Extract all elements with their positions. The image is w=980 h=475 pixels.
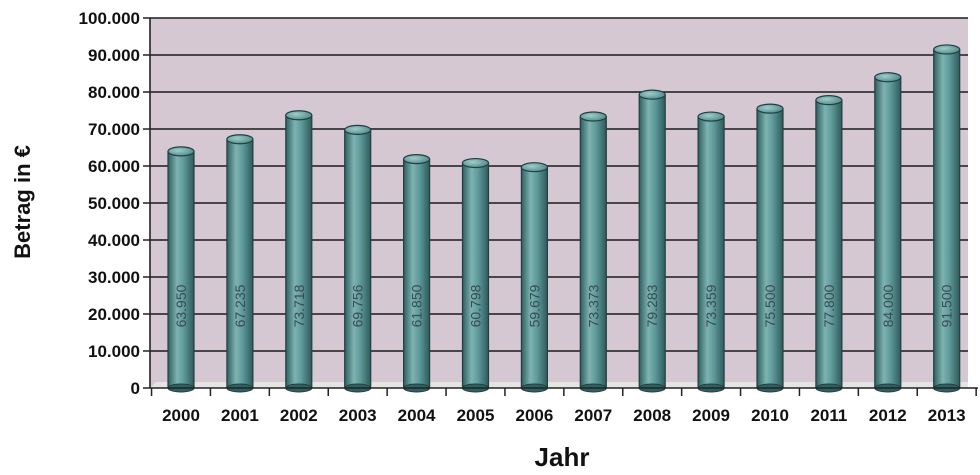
data-label: 61.850 <box>409 284 425 327</box>
bar: 63.950 <box>167 146 195 393</box>
data-label: 73.718 <box>291 284 307 327</box>
bar-cap <box>579 111 607 122</box>
x-tick-label: 2012 <box>869 406 907 425</box>
bar-body <box>874 76 902 389</box>
data-label: 79.283 <box>644 284 660 327</box>
data-label: 69.756 <box>350 284 366 327</box>
y-tick-label: 40.000 <box>88 231 140 250</box>
y-tick-label: 20.000 <box>88 305 140 324</box>
data-label: 84.000 <box>880 284 896 327</box>
bar: 61.850 <box>403 154 431 393</box>
bar-body <box>403 158 431 389</box>
y-tick-label: 70.000 <box>88 120 140 139</box>
data-label: 73.359 <box>703 284 719 327</box>
data-label: 60.798 <box>468 284 484 327</box>
bar: 79.283 <box>638 89 666 393</box>
bar-cap <box>638 89 666 100</box>
x-tick-label: 2009 <box>692 406 730 425</box>
y-tick-label: 80.000 <box>88 83 140 102</box>
data-label: 73.373 <box>585 284 601 327</box>
plot-floor <box>150 382 968 388</box>
axes <box>143 17 978 396</box>
bar-cap <box>403 154 431 165</box>
x-tick-label: 2003 <box>339 406 377 425</box>
x-tick-label: 2004 <box>398 406 436 425</box>
data-label: 59.679 <box>526 284 542 327</box>
bar: 69.756 <box>344 124 372 393</box>
x-tick-label: 2002 <box>280 406 318 425</box>
bar-cap <box>933 44 961 55</box>
bar: 73.373 <box>579 111 607 393</box>
bar: 77.800 <box>815 95 843 393</box>
bar-body <box>697 115 725 389</box>
bar: 60.798 <box>461 157 490 393</box>
bar: 73.359 <box>697 111 725 393</box>
x-tick-label: 2007 <box>574 406 612 425</box>
data-label: 77.800 <box>821 284 837 327</box>
bar-body <box>285 114 313 389</box>
bar-body <box>520 166 549 389</box>
x-tick-label: 2005 <box>457 406 495 425</box>
bar-body <box>461 162 490 389</box>
bar: 75.500 <box>756 103 784 393</box>
x-tick-label: 2013 <box>928 406 966 425</box>
bar-cap <box>520 162 549 173</box>
bar-cap <box>285 110 313 121</box>
bar-cap <box>697 111 725 122</box>
data-label: 63.950 <box>173 284 189 327</box>
bar-body <box>167 150 195 389</box>
bar-cap <box>874 72 902 83</box>
x-tick-label: 2011 <box>810 406 847 425</box>
x-tick-label: 2000 <box>162 406 200 425</box>
y-axis-title: Betrag in € <box>10 145 35 259</box>
y-tick-label: 50.000 <box>88 194 140 213</box>
x-tick-label: 2006 <box>515 406 553 425</box>
tick-labels: 0 10.000 20.000 30.000 40.000 50.000 60.000 70.… <box>79 9 966 425</box>
bar-cap <box>226 134 254 145</box>
data-label: 75.500 <box>762 284 778 327</box>
bar: 73.718 <box>285 110 313 393</box>
bar: 67.235 <box>226 134 254 393</box>
bar: 59.679 <box>520 162 549 393</box>
bar-cap <box>756 103 784 114</box>
bar-cap <box>815 95 843 106</box>
bar-body <box>579 115 607 389</box>
x-tick-label: 2010 <box>751 406 789 425</box>
x-axis-title: Jahr <box>535 442 590 472</box>
bar-body <box>933 48 961 389</box>
bar-body <box>226 138 254 389</box>
bar-cap <box>344 124 372 136</box>
bar: 84.000 <box>874 72 902 393</box>
bar-body <box>638 94 666 389</box>
y-tick-label: 60.000 <box>88 157 140 176</box>
bar: 91.500 <box>933 44 961 393</box>
data-label: 91.500 <box>939 284 955 327</box>
bar-body <box>344 129 372 389</box>
x-tick-label: 2001 <box>221 406 259 425</box>
bar-cap <box>461 157 490 169</box>
bars: 63.950 67.235 73.718 69.756 61.850 60.798 59.6… <box>167 44 961 393</box>
bar-body <box>756 108 784 389</box>
y-tick-label: 10.000 <box>88 342 140 361</box>
data-label: 67.235 <box>232 284 248 327</box>
bar-body <box>815 99 843 389</box>
y-tick-label: 30.000 <box>88 268 140 287</box>
y-tick-label: 90.000 <box>88 46 140 65</box>
bar-cap <box>167 146 195 157</box>
x-tick-label: 2008 <box>633 406 671 425</box>
y-tick-label: 100.000 <box>79 9 140 28</box>
y-tick-label: 0 <box>131 379 140 398</box>
